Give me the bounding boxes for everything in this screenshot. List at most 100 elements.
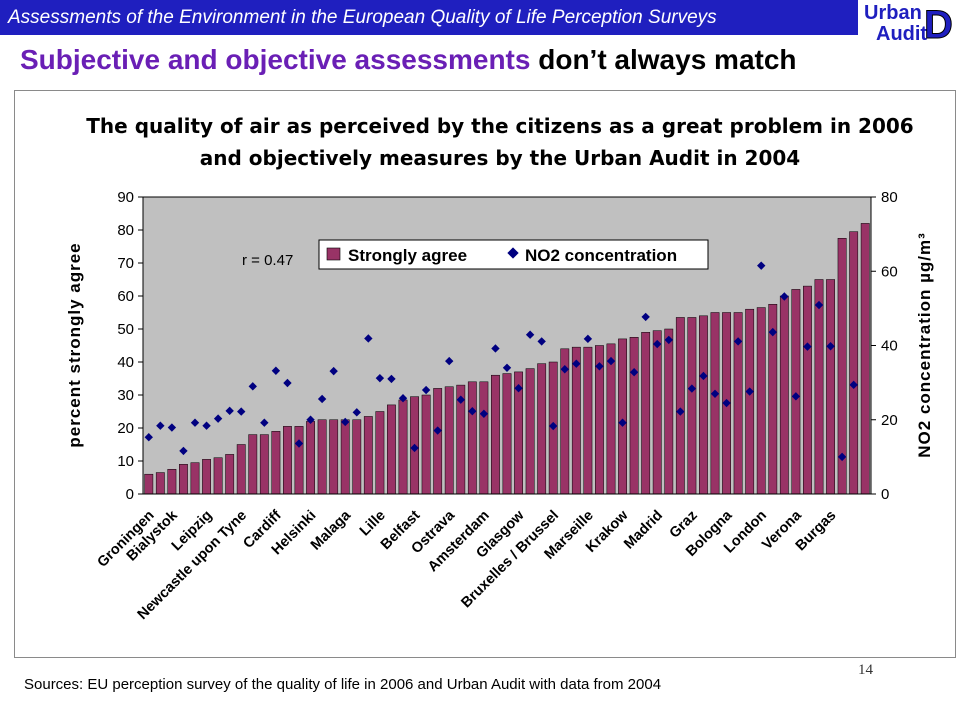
bar-62 — [860, 223, 870, 495]
legend-marker-swatch — [507, 247, 519, 259]
bar-1 — [155, 472, 165, 495]
bar-24 — [421, 394, 431, 495]
bar-13 — [294, 426, 304, 495]
bar-7 — [225, 454, 235, 495]
bar-48 — [699, 315, 708, 495]
no2-marker-55 — [780, 292, 789, 301]
bar-2 — [167, 469, 177, 495]
bar-34 — [537, 363, 547, 495]
no2-marker-53 — [757, 261, 766, 270]
y-tick-label-1: 10 — [117, 453, 134, 470]
no2-marker-4 — [190, 418, 200, 427]
bar-3 — [179, 464, 188, 495]
no2-marker-60 — [837, 452, 847, 462]
no2-marker-47 — [687, 384, 697, 393]
no2-marker-28 — [468, 407, 477, 416]
y-tick-label-5: 50 — [117, 321, 134, 338]
no2-marker-44 — [653, 339, 662, 349]
no2-marker-25 — [433, 426, 442, 435]
bar-43 — [641, 332, 651, 495]
no2-marker-32 — [514, 383, 523, 393]
bar-4 — [190, 462, 200, 495]
bar-20 — [375, 411, 385, 495]
bar-44 — [652, 330, 662, 495]
no2-marker-49 — [710, 389, 720, 398]
bar-17 — [340, 419, 350, 495]
bar-19 — [363, 416, 373, 495]
no2-marker-14 — [306, 415, 315, 424]
no2-marker-21 — [387, 374, 396, 384]
no2-marker-61 — [849, 380, 858, 390]
urban-audit-logo: Urban Audit D — [862, 0, 960, 44]
no2-marker-19 — [364, 334, 373, 343]
bar-58 — [814, 279, 824, 495]
y-tick-label-9: 90 — [117, 189, 134, 206]
no2-marker-58 — [814, 300, 824, 310]
no2-marker-26 — [445, 356, 454, 366]
no2-marker-22 — [398, 394, 408, 403]
no2-marker-45 — [664, 335, 673, 345]
no2-marker-33 — [525, 330, 535, 339]
no2-marker-18 — [352, 408, 361, 417]
no2-marker-31 — [502, 363, 512, 372]
legend: Strongly agree NO2 concentration — [318, 239, 709, 270]
bar-5 — [202, 459, 211, 495]
no2-marker-27 — [456, 395, 465, 404]
city-label-15: Madrid — [621, 508, 666, 553]
no2-marker-40 — [606, 356, 616, 366]
bar-16 — [329, 419, 339, 495]
bar-56 — [791, 289, 801, 495]
bar-33 — [525, 368, 535, 495]
no2-marker-1 — [156, 421, 165, 430]
bar-59 — [826, 279, 835, 495]
no2-marker-20 — [375, 373, 385, 383]
logo-word-urban: Urban — [864, 2, 922, 24]
correlation-annotation: r = 0.47 — [242, 252, 293, 269]
no2-marker-30 — [491, 344, 500, 353]
city-label-6: Malaga — [308, 507, 355, 554]
no2-marker-59 — [826, 342, 835, 351]
no2-marker-13 — [294, 439, 304, 448]
bar-53 — [756, 307, 766, 495]
y2-tick-label-4: 80 — [881, 189, 898, 206]
bar-30 — [491, 374, 500, 495]
no2-marker-42 — [629, 368, 639, 377]
y-tick-label-3: 30 — [117, 387, 134, 404]
y-tick-label-6: 60 — [117, 288, 134, 305]
no2-marker-0 — [144, 432, 153, 442]
no2-marker-15 — [317, 394, 327, 404]
no2-marker-35 — [549, 421, 558, 431]
slide-title-colored: Subjective and objective assessments — [20, 44, 531, 75]
y2-tick-label-1: 20 — [881, 412, 898, 429]
bar-28 — [467, 381, 477, 495]
y2-axis-label: NO2 concentration µg/m³ — [915, 232, 934, 457]
y-tick-label-0: 0 — [126, 486, 134, 503]
y2-tick-label-0: 0 — [881, 486, 889, 503]
bar-29 — [479, 381, 489, 495]
bar-18 — [352, 419, 362, 495]
bar-6 — [213, 457, 223, 495]
bar-45 — [664, 328, 674, 495]
no2-marker-2 — [167, 423, 177, 432]
bar-26 — [444, 386, 454, 495]
no2-marker-52 — [745, 387, 754, 396]
bar-47 — [687, 317, 697, 495]
bar-22 — [398, 399, 408, 495]
bar-57 — [803, 285, 812, 495]
y-axis-label: percent strongly agree — [65, 242, 84, 447]
bar-55 — [779, 295, 789, 495]
bar-21 — [387, 404, 396, 495]
y-tick-label-8: 80 — [117, 222, 134, 239]
chart-title-line-1: The quality of air as perceived by the c… — [86, 114, 913, 138]
no2-marker-8 — [237, 407, 246, 416]
no2-marker-5 — [202, 421, 211, 430]
y-tick-label-7: 70 — [117, 255, 134, 272]
bar-61 — [849, 231, 859, 495]
bar-38 — [583, 346, 593, 495]
bar-46 — [675, 317, 685, 495]
no2-marker-16 — [329, 366, 338, 376]
bar-42 — [629, 337, 639, 495]
no2-marker-6 — [213, 414, 223, 423]
no2-marker-23 — [410, 443, 419, 453]
legend-bar-swatch — [326, 247, 341, 261]
